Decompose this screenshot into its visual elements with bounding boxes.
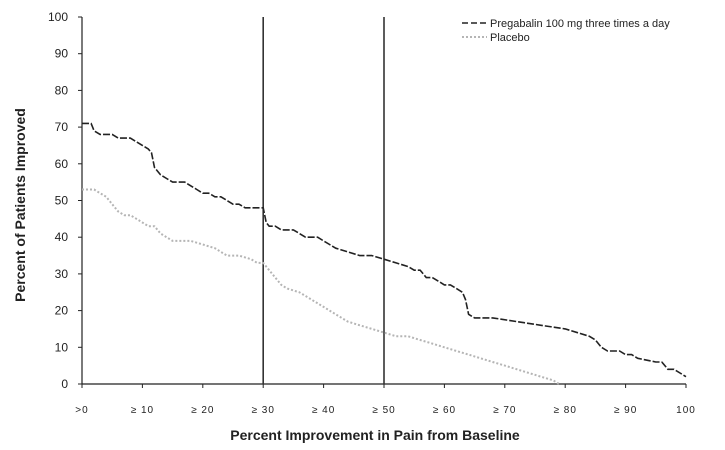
y-tick-label: 50 bbox=[55, 194, 69, 208]
x-ticks: >0 ≥ 10 ≥ 20 ≥ 30 ≥ 40 ≥ 50 ≥ 60 ≥ 70 ≥ 80 ≥ 90 10… bbox=[75, 384, 696, 416]
series-line-placebo bbox=[82, 188, 560, 385]
series-line-pregabalin bbox=[82, 122, 687, 378]
x-tick-label: ≥ 50 bbox=[372, 405, 395, 416]
x-tick-label: 100 bbox=[676, 405, 696, 416]
legend-label-pregabalin: Pregabalin 100 mg three times a day bbox=[490, 18, 670, 30]
reference-lines bbox=[262, 17, 385, 384]
y-axis-title: Percent of Patients Improved bbox=[12, 108, 28, 302]
x-axis-title: Percent Improvement in Pain from Baselin… bbox=[230, 427, 520, 443]
y-tick-label: 60 bbox=[55, 157, 69, 171]
x-tick-label: ≥ 30 bbox=[252, 405, 275, 416]
y-tick-label: 10 bbox=[55, 340, 69, 354]
y-tick-label: 20 bbox=[55, 304, 69, 318]
x-tick-label: ≥ 20 bbox=[191, 405, 214, 416]
y-tick-label: 100 bbox=[48, 10, 68, 24]
legend: Pregabalin 100 mg three times a day Plac… bbox=[462, 18, 670, 44]
x-tick-label: ≥ 70 bbox=[493, 405, 516, 416]
y-tick-label: 90 bbox=[55, 47, 69, 61]
x-tick-label: ≥ 90 bbox=[614, 405, 637, 416]
x-tick-label: ≥ 60 bbox=[433, 405, 456, 416]
x-tick-label: >0 bbox=[75, 405, 88, 416]
series-group bbox=[82, 122, 687, 385]
y-tick-label: 30 bbox=[55, 267, 69, 281]
x-tick-label: ≥ 10 bbox=[131, 405, 154, 416]
legend-label-placebo: Placebo bbox=[490, 32, 530, 44]
y-tick-label: 70 bbox=[55, 120, 69, 134]
x-tick-label: ≥ 40 bbox=[312, 405, 335, 416]
y-tick-label: 40 bbox=[55, 230, 69, 244]
y-tick-label: 0 bbox=[61, 377, 68, 391]
y-ticks: 0 10 20 30 40 50 60 70 80 90 100 bbox=[48, 10, 82, 391]
y-tick-label: 80 bbox=[55, 83, 69, 97]
x-tick-label: ≥ 80 bbox=[554, 405, 577, 416]
